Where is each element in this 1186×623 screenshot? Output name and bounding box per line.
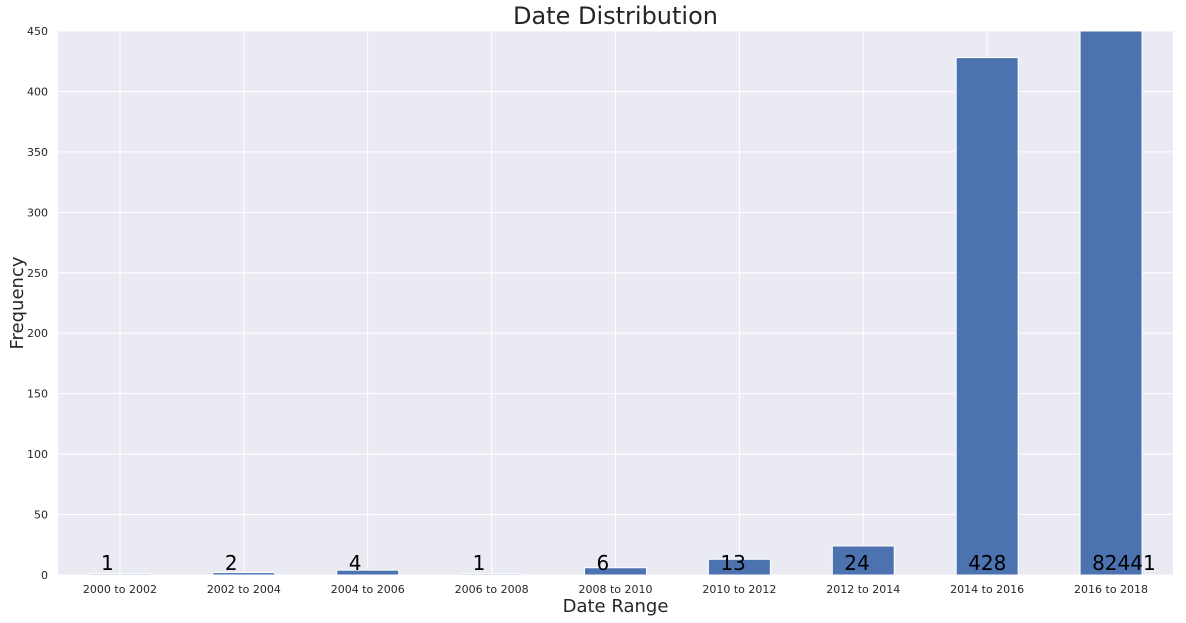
bar (212, 572, 276, 576)
y-tick-label: 50 (34, 509, 48, 522)
x-tick-label: 2008 to 2010 (578, 583, 652, 596)
y-tick-label: 0 (41, 569, 48, 582)
data-label: 82441 (1092, 551, 1156, 575)
bar (707, 558, 771, 576)
y-tick-label: 400 (27, 85, 48, 98)
x-tick-label: 2004 to 2006 (331, 583, 405, 596)
data-label: 428 (968, 551, 1006, 575)
bar (584, 567, 647, 576)
x-tick-label: 2002 to 2004 (207, 583, 281, 596)
y-tick-label: 200 (27, 327, 48, 340)
y-tick-label: 250 (27, 267, 48, 280)
y-tick-label: 450 (27, 25, 48, 38)
x-tick-label: 2010 to 2012 (702, 583, 776, 596)
bar (831, 545, 895, 576)
x-tick-label: 2012 to 2014 (826, 583, 900, 596)
y-tick-label: 150 (27, 388, 48, 401)
data-label: 24 (844, 551, 869, 575)
data-label: 2 (225, 551, 238, 575)
y-axis-title: Frequency (7, 256, 28, 349)
y-axis-ticks: 0 50 100 150 200 250 300 350 400 450 (27, 25, 48, 582)
data-label: 1 (473, 551, 486, 575)
bar (1079, 30, 1143, 576)
bars (88, 30, 1143, 576)
y-tick-label: 100 (27, 448, 48, 461)
data-label: 6 (597, 551, 610, 575)
chart-title: Date Distribution (513, 2, 718, 30)
x-tick-label: 2006 to 2008 (455, 583, 529, 596)
x-axis-ticks: 2000 to 2002 2002 to 2004 2004 to 2006 2006… (83, 583, 1148, 596)
data-label: 1 (101, 551, 114, 575)
bar (336, 569, 400, 576)
bar (955, 57, 1019, 576)
data-label: 13 (720, 551, 745, 575)
y-tick-label: 300 (27, 206, 48, 219)
x-tick-label: 2016 to 2018 (1074, 583, 1148, 596)
x-axis-title: Date Range (563, 596, 669, 617)
x-tick-label: 2000 to 2002 (83, 583, 157, 596)
data-labels: 1 2 4 1 6 13 24 428 82441 (101, 551, 1156, 575)
bar (460, 573, 524, 576)
data-label: 4 (349, 551, 362, 575)
bar (88, 573, 152, 576)
x-tick-label: 2014 to 2016 (950, 583, 1024, 596)
y-tick-label: 350 (27, 146, 48, 159)
